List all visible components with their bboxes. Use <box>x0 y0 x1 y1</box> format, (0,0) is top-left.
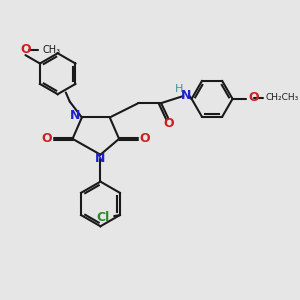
Text: H: H <box>175 84 184 94</box>
Text: N: N <box>181 88 191 102</box>
Text: O: O <box>163 118 174 130</box>
Text: CH₂CH₃: CH₂CH₃ <box>265 93 298 102</box>
Text: O: O <box>41 132 52 145</box>
Text: O: O <box>140 132 150 145</box>
Text: CH₃: CH₃ <box>42 44 60 55</box>
Text: Cl: Cl <box>96 212 110 224</box>
Text: O: O <box>248 92 259 104</box>
Text: N: N <box>70 109 80 122</box>
Text: O: O <box>20 43 31 56</box>
Text: N: N <box>95 152 106 165</box>
